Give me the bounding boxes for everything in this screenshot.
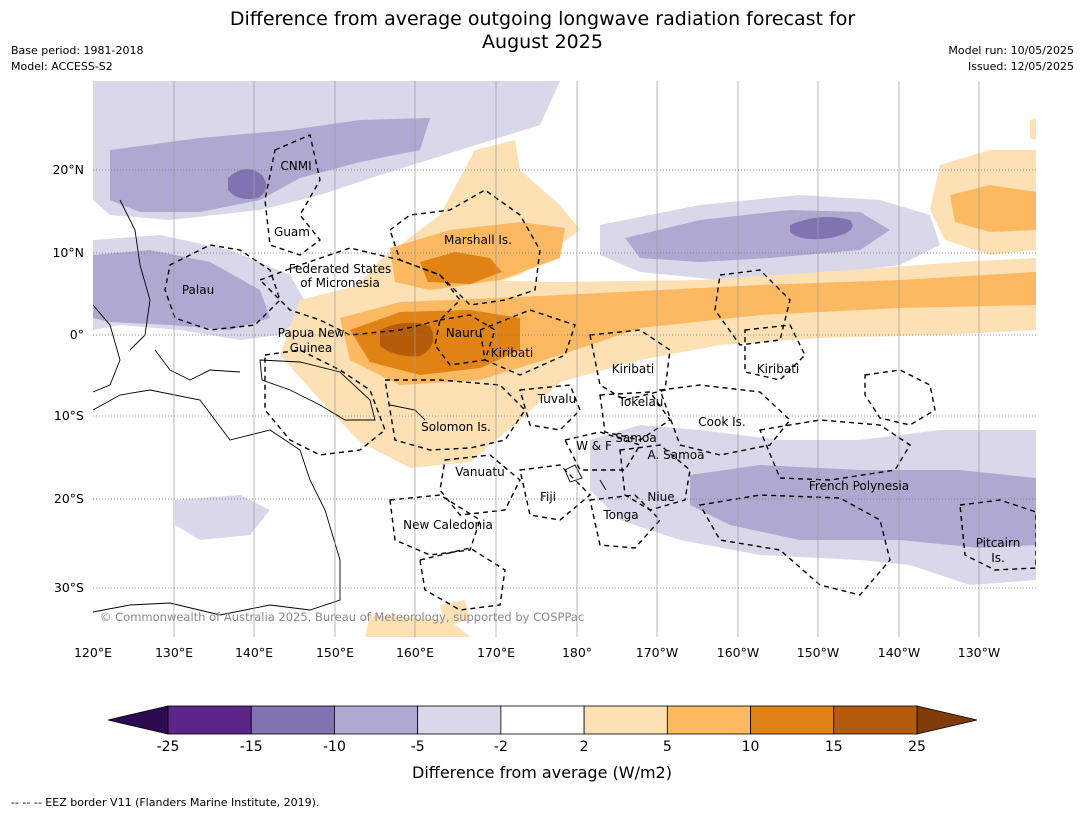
place-label: Is. [991, 551, 1005, 565]
colorbar-swatch [583, 705, 668, 735]
map-title: Difference from average outgoing longwav… [0, 8, 1085, 54]
colorbar: -25 -15 -10 -5 -2 2 5 10 15 25 Difference from av… [107, 705, 978, 782]
colorbar-swatch [334, 705, 419, 735]
longitude-label: 170°W [636, 645, 678, 660]
latitude-label: 20°N [52, 162, 84, 177]
place-label: Tonga [602, 508, 638, 522]
latitude-label: 10°N [52, 245, 84, 260]
place-label: Tuvalu [537, 392, 577, 406]
place-label: Samoa [615, 431, 656, 445]
place-label: Guinea [290, 341, 333, 355]
place-label: Kiribati [491, 346, 533, 360]
anomaly-dark-purple [228, 169, 853, 240]
place-label: Niue [647, 490, 674, 504]
place-label: Papua New [278, 326, 345, 340]
place-label: W & F [576, 439, 612, 453]
latitude-lines [93, 169, 1036, 589]
colorbar-swatch [167, 705, 252, 735]
latitude-label: 0° [70, 327, 84, 342]
longitude-label: 170°E [477, 645, 515, 660]
place-label: Kiribati [757, 362, 799, 376]
colorbar-swatch [833, 705, 918, 735]
issued-date: Issued: 12/05/2025 [967, 60, 1074, 73]
anomaly-medium-purple [93, 118, 1036, 548]
place-label: Vanuatu [455, 465, 505, 479]
longitude-label: 150°E [316, 645, 354, 660]
place-label: Pitcairn [976, 536, 1021, 550]
model-name: Model: ACCESS-S2 [11, 60, 113, 73]
title-line-1: Difference from average outgoing longwav… [229, 8, 856, 30]
longitude-label: 140°W [878, 645, 920, 660]
colorbar-tick-label: -5 [411, 739, 425, 755]
place-label: Kiribati [612, 362, 654, 376]
graticule [173, 81, 980, 637]
colorbar-tick-label: -2 [494, 739, 508, 755]
place-label: Solomon Is. [421, 420, 491, 434]
longitude-label: 160°E [396, 645, 434, 660]
place-label: Tokelau [618, 395, 664, 409]
colorbar-swatch [500, 705, 585, 735]
colorbar-swatch [750, 705, 835, 735]
colorbar-tick-label: 15 [825, 739, 843, 755]
longitude-label: 130°E [155, 645, 193, 660]
colorbar-tick-label: 5 [663, 739, 672, 755]
place-label: CNMI [280, 159, 311, 173]
longitude-label: 180° [562, 645, 592, 660]
copyright-text: © Commonwealth of Australia 2025, Bureau… [100, 610, 584, 624]
colorbar-ticks: -25 -15 -10 -5 -2 2 5 10 15 25 [157, 739, 926, 755]
longitude-label: 130°W [958, 645, 1000, 660]
colorbar-swatch [417, 705, 502, 735]
colorbar-tick-label: -10 [323, 739, 346, 755]
place-label: Palau [182, 283, 214, 297]
colorbar-tick-label: -15 [240, 739, 263, 755]
colorbar-under-arrow [107, 705, 169, 735]
place-label: of Micronesia [300, 276, 380, 290]
longitude-labels: 120°E 130°E 140°E 150°E 160°E 170°E 180° 170°W 1… [74, 645, 1000, 660]
place-label: Federated States [289, 262, 391, 276]
meta-left: Base period: 1981-2018 Model: ACCESS-S2 [11, 43, 143, 75]
colorbar-tick-label: 2 [580, 739, 589, 755]
longitude-label: 150°W [797, 645, 839, 660]
coastlines [93, 199, 607, 616]
latitude-labels: 20°N 10°N 0° 10°S 20°S 30°S [52, 162, 84, 595]
longitude-label: 140°E [235, 645, 273, 660]
footer-note: -- -- -- EEZ border V11 (Flanders Marine… [11, 796, 320, 809]
colorbar-tick-label: 10 [742, 739, 760, 755]
latitude-label: 30°S [54, 580, 84, 595]
model-run: Model run: 10/05/2025 [948, 44, 1074, 57]
place-label: Marshall Is. [444, 233, 512, 247]
colorbar-tick-label: -25 [157, 739, 180, 755]
colorbar-swatch [250, 705, 335, 735]
place-label: A. Samoa [648, 448, 705, 462]
longitude-label: 160°W [717, 645, 759, 660]
place-label: New Caledonia [403, 518, 493, 532]
colorbar-tick-label: 25 [908, 739, 926, 755]
colorbar-swatches [167, 705, 918, 735]
place-label: Guam [274, 225, 310, 239]
colorbar-swatch [666, 705, 751, 735]
meta-right: Model run: 10/05/2025 Issued: 12/05/2025 [948, 43, 1074, 75]
eez-borders [164, 134, 1036, 611]
longitude-label: 120°E [74, 645, 112, 660]
place-label: Cook Is. [698, 415, 745, 429]
latitude-label: 20°S [54, 491, 84, 506]
latitude-label: 10°S [54, 408, 84, 423]
colorbar-over-arrow [916, 705, 978, 735]
place-label: French Polynesia [809, 479, 909, 493]
base-period: Base period: 1981-2018 [11, 44, 144, 57]
title-line-2: August 2025 [482, 31, 603, 53]
place-label: Nauru [446, 326, 482, 340]
place-label: Fiji [540, 490, 556, 504]
colorbar-label: Difference from average (W/m2) [412, 763, 672, 782]
